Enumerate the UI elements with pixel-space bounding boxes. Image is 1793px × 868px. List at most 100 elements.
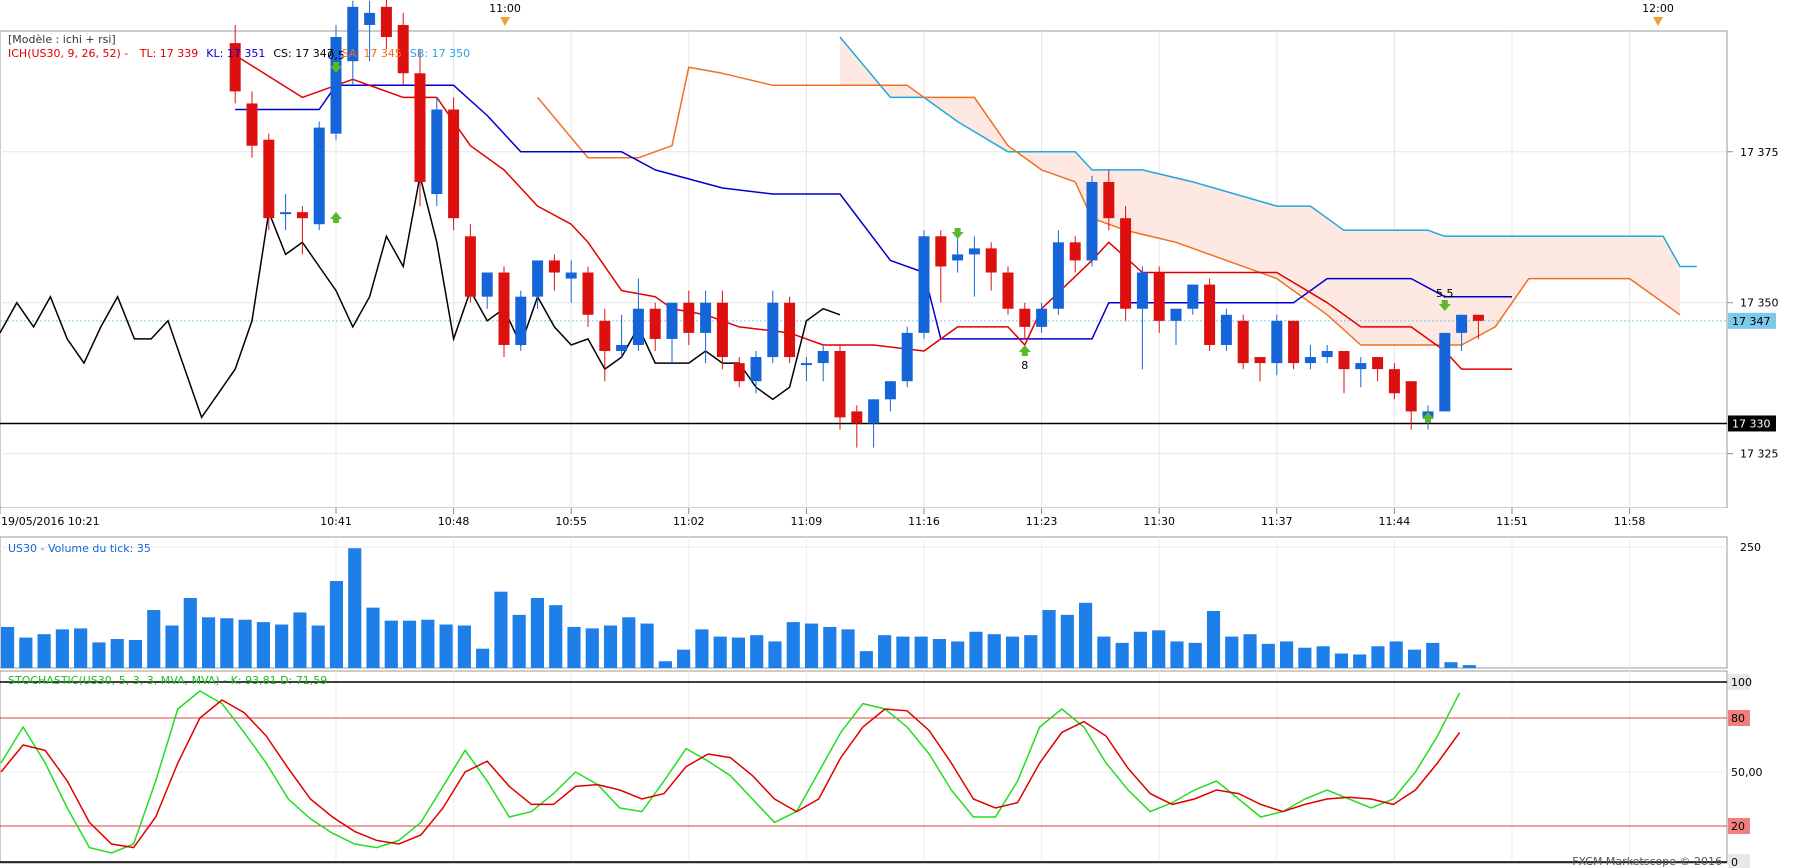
volume-tick-label: 250	[1740, 541, 1761, 554]
bound-tag	[1728, 674, 1750, 690]
volume-bar	[1334, 653, 1348, 668]
candle-body	[548, 260, 560, 273]
stoch-d-line	[0, 699, 1461, 849]
volume-panel[interactable]: US30 - Volume du tick: 35	[0, 536, 1728, 669]
volume-bar	[1371, 646, 1385, 668]
stochastic-label: STOCHASTIC(US30, 5, 3, 3, MVA, MVA) - K:…	[8, 674, 327, 687]
arrow-up-icon	[1018, 345, 1031, 356]
candle-body	[1388, 369, 1400, 394]
candle-body	[649, 308, 661, 339]
volume-bar	[110, 639, 124, 668]
volume-bar	[750, 635, 764, 668]
candle-body	[1086, 181, 1098, 261]
candle-body	[750, 357, 762, 382]
volume-bar	[1133, 631, 1147, 668]
volume-bar	[238, 619, 252, 668]
volume-bar	[476, 648, 490, 668]
candle-body	[229, 43, 241, 92]
volume-bar	[823, 626, 837, 668]
volume-bar	[1005, 636, 1020, 668]
candle-body	[1220, 314, 1232, 345]
candle-body	[1304, 357, 1316, 364]
candle-body	[1472, 314, 1484, 321]
candle-body	[1439, 332, 1451, 412]
ichimoku-legend-value: SB: 17 350	[410, 47, 470, 60]
candle-body	[263, 139, 275, 219]
candle-body	[414, 73, 426, 182]
candle-body	[632, 308, 644, 345]
candle-body	[1288, 320, 1300, 364]
watermark: FXCM Marketscope © 2016	[1572, 855, 1722, 868]
volume-bar	[804, 623, 819, 668]
candle-body	[1456, 314, 1468, 333]
time-tick-label: 11:58	[1614, 515, 1646, 528]
ichimoku-cloud	[840, 37, 1680, 345]
price-tag	[1728, 312, 1776, 329]
candle-body	[666, 302, 678, 339]
bound-tag	[1728, 854, 1750, 868]
volume-bar	[1170, 641, 1184, 668]
volume-bar	[932, 639, 947, 668]
candle-body	[683, 302, 695, 333]
candle-body	[280, 212, 292, 215]
volume-bar	[1042, 610, 1056, 668]
price-panel[interactable]: 0,5 8 5,5 [Modèle : ichi + rsi] ICH(US30, …	[0, 0, 1728, 509]
volume-bar	[585, 628, 599, 668]
candle-body	[918, 236, 930, 333]
volume-bar	[1079, 602, 1093, 668]
candle-body	[935, 236, 947, 267]
volume-bars	[1, 548, 1476, 668]
price-tick-label: 17 350	[1740, 297, 1779, 310]
volume-bar	[1060, 614, 1074, 668]
stochastic-panel[interactable]: STOCHASTIC(US30, 5, 3, 3, MVA, MVA) - K:…	[0, 670, 1728, 864]
candle-body	[246, 103, 258, 146]
candle-body	[1153, 272, 1165, 321]
stoch-k-line	[0, 690, 1461, 854]
time-tick-label: 10:41	[320, 515, 352, 528]
volume-bar	[969, 631, 983, 668]
volume-bar	[731, 637, 746, 668]
volume-bar	[512, 614, 526, 668]
volume-bar	[658, 661, 672, 668]
candle-body	[599, 320, 611, 352]
volume-bar	[74, 628, 88, 668]
volume-bar	[768, 641, 782, 668]
candle-body	[767, 302, 779, 358]
time-tick-label: 11:16	[908, 515, 940, 528]
time-tick-label: 11:37	[1261, 515, 1293, 528]
volume-bar	[1298, 647, 1312, 668]
volume-bar	[1188, 642, 1202, 668]
candle-body	[397, 24, 409, 74]
time-tick-label: 11:30	[1143, 515, 1175, 528]
volume-bar	[128, 639, 143, 668]
volume-bar	[348, 548, 362, 668]
volume-bar	[695, 629, 709, 668]
candle-body	[481, 272, 493, 297]
volume-bar	[1152, 630, 1166, 668]
stochastic-lines	[0, 690, 1461, 854]
candle-body	[498, 272, 510, 345]
volume-bar	[329, 581, 344, 668]
arrow-up-icon	[330, 212, 342, 223]
volume-bar	[549, 605, 563, 668]
ichimoku-legend-prefix: ICH(US30, 9, 26, 52) -	[8, 47, 128, 60]
volume-label: US30 - Volume du tick: 35	[8, 542, 151, 555]
candle-body	[1237, 320, 1249, 364]
volume-bar	[567, 626, 581, 668]
candle-body	[565, 272, 577, 279]
top-time-axis: 11:00 12:00	[0, 0, 1793, 26]
stoch-tick-label: 20	[1731, 820, 1745, 833]
candle-body	[733, 363, 745, 382]
volume-bar	[256, 622, 270, 668]
candle-body	[1136, 272, 1148, 309]
volume-bar	[1462, 665, 1476, 668]
volume-bar	[165, 625, 179, 668]
volume-bar	[878, 635, 892, 668]
candle-body	[1002, 272, 1014, 309]
candle-body	[834, 351, 846, 418]
marker-label: 0,5	[327, 49, 345, 62]
time-tick-label: 11:09	[791, 515, 823, 528]
candle-body	[582, 272, 594, 315]
candle-body	[868, 399, 880, 424]
